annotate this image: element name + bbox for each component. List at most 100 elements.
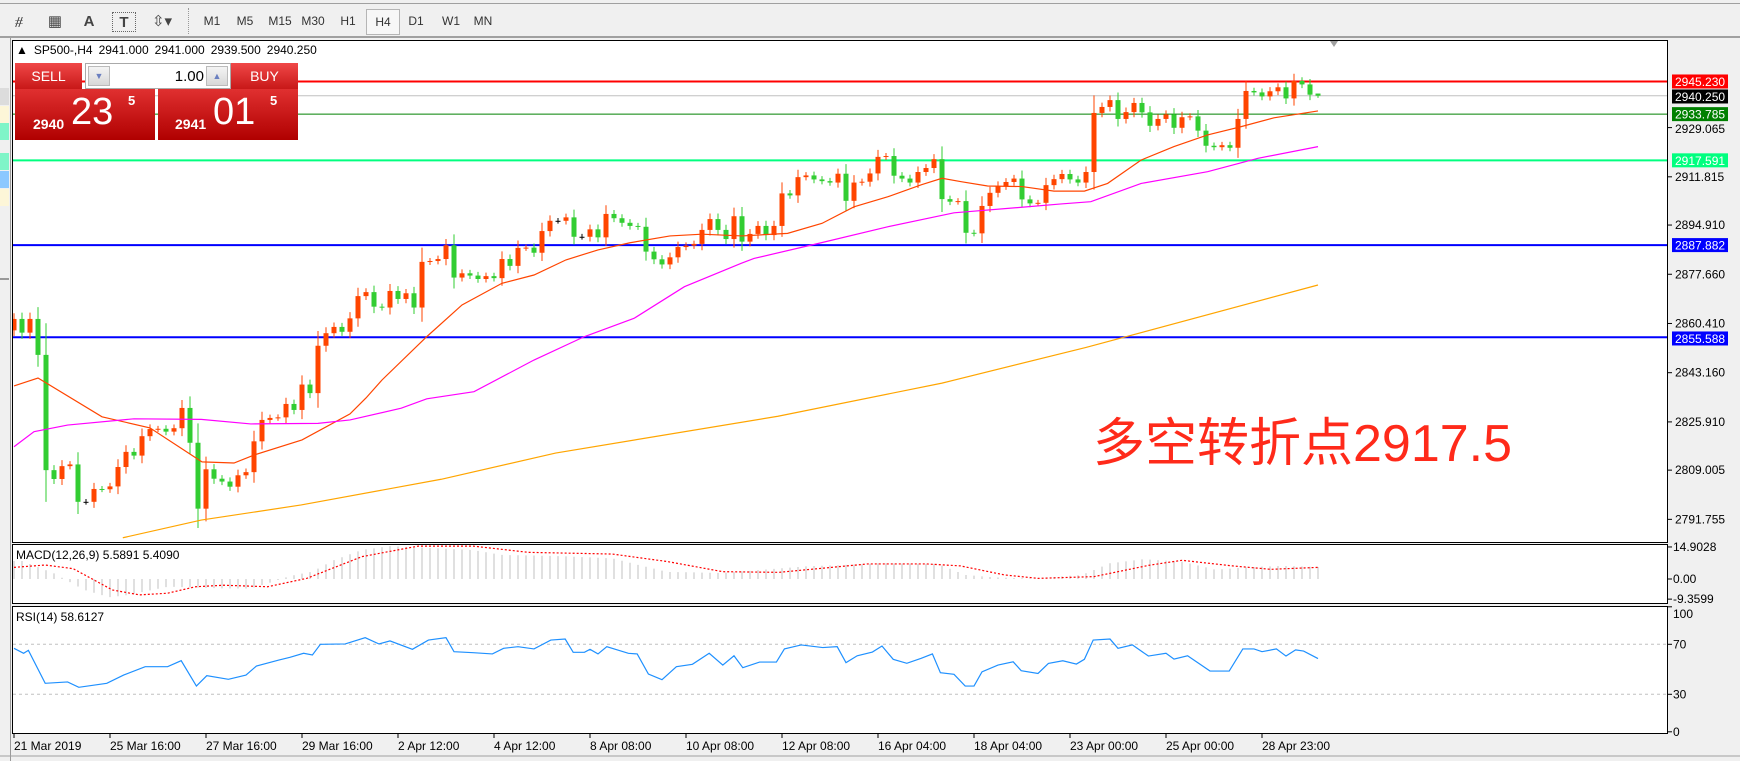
timeframe-m5[interactable]: M5	[236, 14, 254, 28]
rsi-panel-frame[interactable]	[12, 606, 1668, 734]
candle-body	[643, 226, 649, 252]
candle	[867, 168, 873, 187]
top-window-edge	[0, 0, 1740, 4]
buy-button[interactable]: BUY	[231, 63, 298, 89]
candle	[243, 468, 249, 479]
candle-body	[1131, 102, 1137, 113]
candle	[1211, 142, 1217, 151]
candle-body	[227, 481, 233, 487]
candle	[115, 459, 121, 495]
timeframe-w1[interactable]: W1	[442, 14, 460, 28]
candle-body	[283, 403, 289, 418]
candle	[1291, 73, 1297, 106]
candle	[83, 498, 89, 505]
time-tick-label: 27 Mar 16:00	[206, 739, 277, 753]
lot-size-stepper[interactable]: ▼ 1.00 ▲	[85, 63, 231, 89]
candle-body	[235, 475, 241, 487]
candle-body	[819, 179, 825, 182]
candle	[411, 286, 417, 314]
candle	[355, 287, 361, 327]
candle-body	[1187, 116, 1193, 118]
candle-body	[1155, 118, 1161, 126]
header-low: 2939.500	[210, 43, 261, 57]
candle-body	[995, 185, 1001, 193]
candle	[1155, 114, 1161, 131]
candle-body	[827, 181, 833, 183]
candle-body	[1091, 112, 1097, 173]
chart-annotation-text[interactable]: 多空转折点2917.5	[1093, 415, 1513, 473]
candle	[1059, 169, 1065, 184]
time-tick-label: 2 Apr 12:00	[398, 739, 460, 753]
candle-body	[1123, 112, 1129, 119]
rsi-tick-label: 0	[1673, 725, 1680, 739]
candle-body	[483, 276, 489, 279]
candle	[1299, 77, 1305, 89]
collapse-arrow-icon[interactable]: ▲	[16, 43, 28, 57]
candle-body	[795, 177, 801, 196]
buy-price-box[interactable]: 2941 01 5	[158, 89, 298, 140]
rsi-title: RSI(14) 58.6127	[16, 610, 105, 624]
candle	[147, 424, 153, 441]
candle-body	[259, 419, 265, 442]
candle	[1107, 95, 1113, 112]
timeframe-m1[interactable]: M1	[203, 14, 221, 28]
elliott-wave-icon[interactable]: ⧣	[14, 12, 24, 30]
candle-body	[619, 218, 625, 223]
macd-panel-frame[interactable]	[12, 544, 1668, 604]
candle-body	[27, 318, 33, 333]
price-line-label-bg	[1672, 331, 1728, 346]
lot-increase-button[interactable]: ▲	[206, 66, 228, 86]
timeframe-h1[interactable]: H1	[340, 14, 356, 28]
candle	[875, 149, 881, 181]
candle-body	[971, 232, 977, 234]
sell-button[interactable]: SELL	[15, 63, 82, 89]
sell-price-big: 23	[71, 91, 114, 133]
panel-row	[0, 153, 9, 170]
candle-body	[13, 318, 17, 331]
candle-body	[1227, 145, 1233, 148]
candle-body	[499, 259, 505, 279]
fibonacci-grid-icon[interactable]: ▦	[47, 13, 63, 30]
candle-body	[603, 213, 609, 238]
candle	[195, 423, 201, 528]
candle	[1123, 107, 1129, 124]
candle	[171, 424, 177, 436]
rsi-line	[13, 637, 1319, 688]
candle	[651, 246, 657, 265]
candle-body	[107, 486, 113, 490]
lot-decrease-button[interactable]: ▼	[88, 66, 110, 86]
candle	[1099, 102, 1105, 118]
candle	[835, 168, 841, 188]
text-icon[interactable]: A	[83, 12, 95, 30]
candle	[331, 322, 337, 338]
timeframe-m30[interactable]: M30	[301, 14, 325, 28]
candle-body	[707, 219, 713, 230]
candle-body	[1251, 90, 1257, 93]
text-label-icon[interactable]: T	[112, 12, 136, 32]
candle-body	[411, 293, 417, 308]
candle	[731, 207, 737, 248]
candle	[795, 169, 801, 203]
lot-size-input[interactable]: 1.00	[174, 68, 204, 85]
timeframe-h4[interactable]: H4	[366, 9, 400, 35]
price-line-label: 2940.250	[1675, 90, 1725, 104]
macd-plot-area	[13, 545, 1319, 598]
candle-body	[915, 172, 921, 183]
candle	[219, 475, 225, 486]
candle-body	[99, 488, 105, 490]
sell-price-box[interactable]: 2940 23 5	[15, 89, 155, 140]
candle	[603, 205, 609, 247]
timeframe-d1[interactable]: D1	[408, 14, 424, 28]
candle-body	[491, 276, 497, 279]
time-tick-label: 28 Apr 23:00	[1262, 739, 1330, 753]
candle-body	[1243, 90, 1249, 119]
timeframe-mn[interactable]: MN	[473, 14, 493, 28]
candle	[883, 152, 889, 160]
timeframe-m15[interactable]: M15	[268, 14, 292, 28]
arrows-dropdown-icon[interactable]: ⇳▾	[151, 13, 173, 30]
candle	[667, 252, 673, 270]
candle-body	[731, 216, 737, 240]
docked-panel-edge[interactable]	[0, 38, 11, 761]
candle-body	[955, 201, 961, 203]
candle-body	[155, 428, 161, 430]
